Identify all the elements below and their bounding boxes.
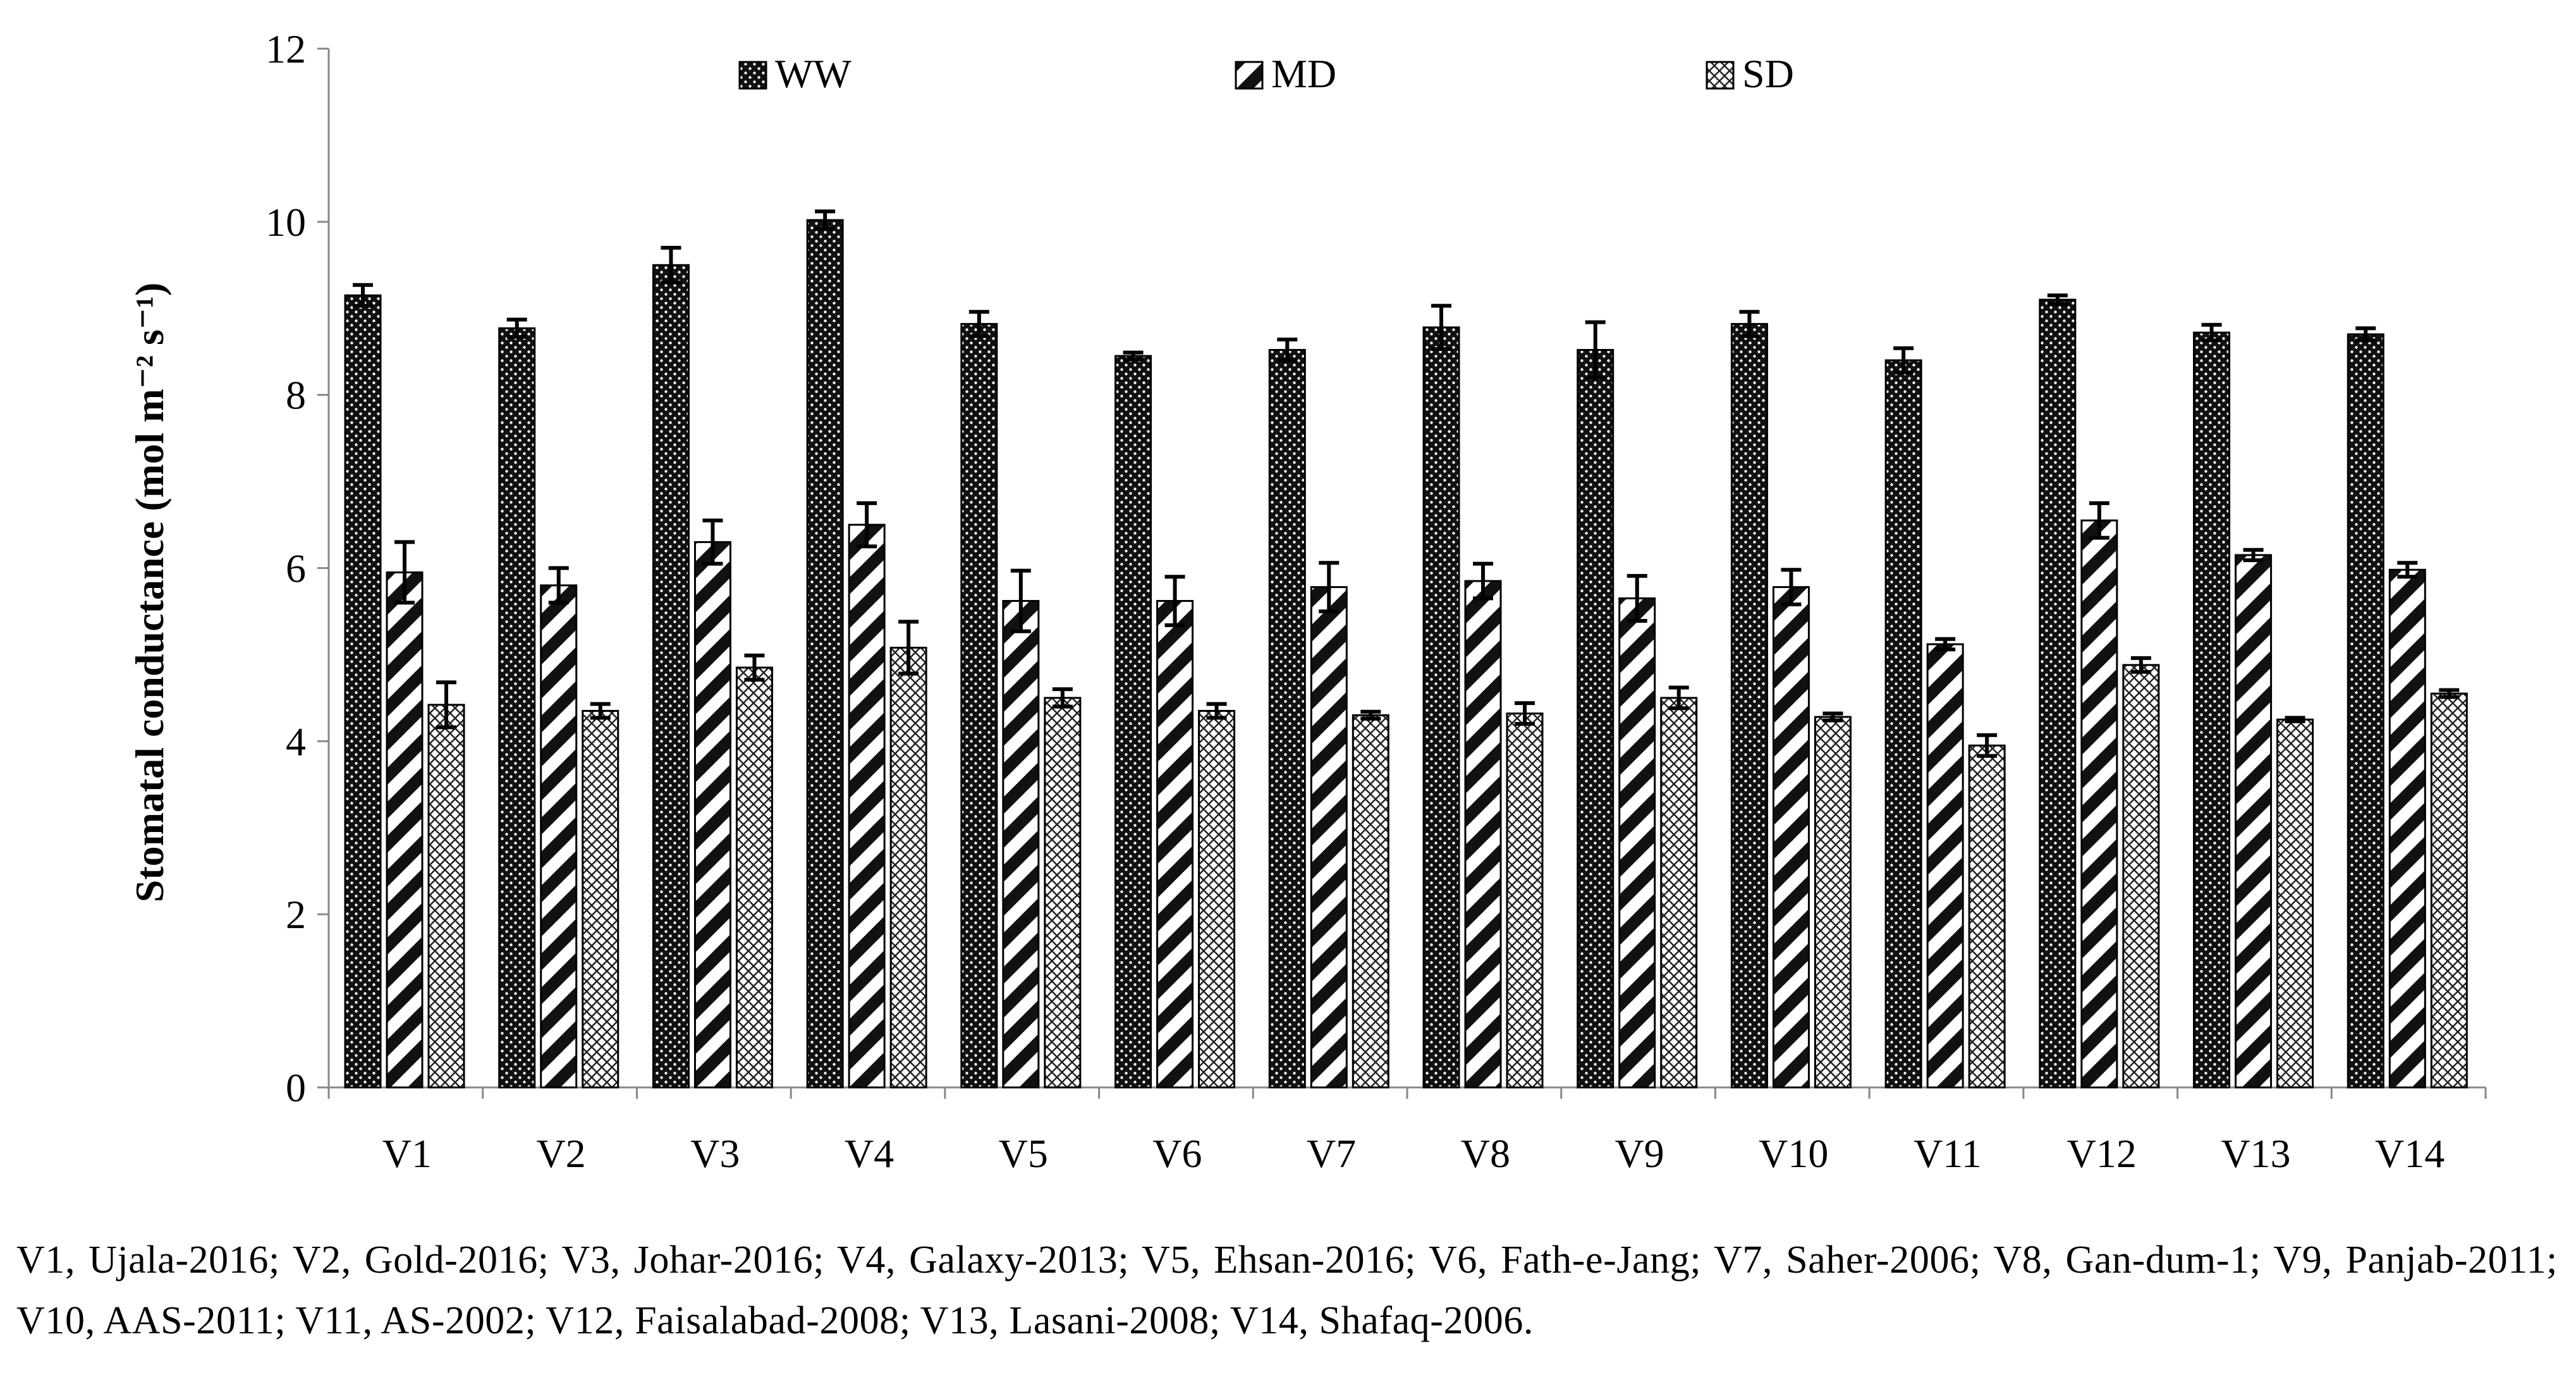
bar-md-v12	[2080, 519, 2118, 1089]
bar-ww-v13	[2193, 331, 2231, 1089]
bar-ww-v3	[652, 264, 690, 1089]
x-tick-label-v2: V2	[536, 1131, 585, 1176]
legend-swatch-ww	[738, 61, 767, 90]
tick-labels: 0 2 4 6 8 10 12 V1 V2 V3 V4 V5 V6 V7 V8 V9 V10 V11 V12 V13 V…	[266, 27, 2445, 1176]
bar-ww-v10	[1730, 322, 1768, 1089]
x-tick-label-v5: V5	[999, 1131, 1048, 1176]
bar-sd-v9	[1660, 697, 1698, 1089]
x-tick-label-v8: V8	[1461, 1131, 1510, 1176]
y-tick-label: 10	[266, 200, 306, 245]
bar-md-v9	[1618, 597, 1656, 1089]
x-tick-label-v3: V3	[690, 1131, 740, 1176]
bar-md-v3	[693, 541, 731, 1089]
bar-sd-v7	[1352, 714, 1389, 1089]
bar-ww-v8	[1422, 326, 1460, 1089]
bar-sd-v1	[427, 704, 465, 1089]
x-tick-label-v4: V4	[845, 1131, 894, 1176]
bar-md-v14	[2388, 568, 2426, 1089]
bar-sd-v13	[2276, 718, 2314, 1089]
legend-label-sd: SD	[1742, 51, 1794, 96]
y-tick-label: 4	[286, 719, 306, 764]
bar-md-v2	[540, 584, 578, 1089]
bar-md-v11	[1926, 643, 1964, 1089]
bar-ww-v9	[1577, 348, 1615, 1089]
x-tick-label-v14: V14	[2375, 1131, 2445, 1176]
x-tick-label-v7: V7	[1307, 1131, 1356, 1176]
bar-ww-v11	[1884, 359, 1922, 1089]
y-axis-label: Stomatal conductance (mol m⁻² s⁻¹)	[127, 283, 172, 903]
bar-sd-v10	[1814, 716, 1852, 1089]
bar-md-v8	[1464, 580, 1502, 1089]
legend-label-md: MD	[1271, 51, 1336, 96]
bar-sd-v4	[889, 646, 927, 1089]
legend-label-ww: WW	[775, 51, 852, 96]
x-tick-label-v10: V10	[1759, 1131, 1828, 1176]
bar-sd-v11	[1968, 744, 2006, 1089]
bar-ww-v4	[806, 219, 844, 1089]
bar-sd-v5	[1044, 697, 1082, 1089]
bar-md-v10	[1772, 586, 1810, 1089]
axes	[317, 47, 2487, 1099]
y-tick-label: 12	[266, 27, 306, 71]
bar-md-v13	[2235, 554, 2273, 1089]
bar-sd-v14	[2430, 692, 2468, 1089]
x-tick-label-v13: V13	[2221, 1131, 2290, 1176]
bar-md-v1	[386, 571, 424, 1089]
error-bars	[353, 209, 2460, 758]
x-tick-label-v6: V6	[1152, 1131, 1202, 1176]
bar-sd-v2	[582, 709, 620, 1089]
x-tick-label-v9: V9	[1615, 1131, 1664, 1176]
legend-swatch-sd	[1706, 61, 1735, 90]
bar-ww-v5	[960, 322, 998, 1089]
figure-caption: V1, Ujala-2016; V2, Gold-2016; V3, Johar…	[16, 1239, 2558, 1342]
bar-ww-v7	[1268, 348, 1306, 1089]
x-tick-label-v1: V1	[382, 1131, 432, 1176]
y-tick-label: 0	[286, 1065, 306, 1110]
bar-md-v7	[1310, 586, 1348, 1089]
bar-sd-v8	[1506, 713, 1544, 1089]
bar-sd-v6	[1198, 709, 1236, 1089]
y-tick-label: 2	[286, 892, 306, 937]
bar-ww-v14	[2347, 333, 2384, 1089]
bar-md-v5	[1002, 600, 1040, 1089]
bar-sd-v12	[2122, 664, 2160, 1089]
bar-md-v6	[1156, 600, 1194, 1089]
x-tick-label-v11: V11	[1914, 1131, 1982, 1176]
legend: WW MD SD	[738, 51, 1794, 96]
bar-md-v4	[848, 523, 886, 1089]
bar-ww-v6	[1114, 355, 1152, 1089]
bars	[344, 219, 2468, 1089]
y-tick-label: 6	[286, 546, 306, 591]
bar-ww-v2	[498, 327, 536, 1089]
y-tick-label: 8	[286, 373, 306, 418]
bar-ww-v1	[344, 294, 382, 1089]
bar-ww-v12	[2039, 298, 2077, 1089]
legend-swatch-md	[1235, 61, 1264, 90]
bar-sd-v3	[735, 666, 773, 1089]
x-tick-label-v12: V12	[2067, 1131, 2137, 1176]
stomatal-conductance-chart: 0 2 4 6 8 10 12 V1 V2 V3 V4 V5 V6 V7 V8 V9 V10 V11 V12 V13 V…	[127, 27, 2487, 1176]
